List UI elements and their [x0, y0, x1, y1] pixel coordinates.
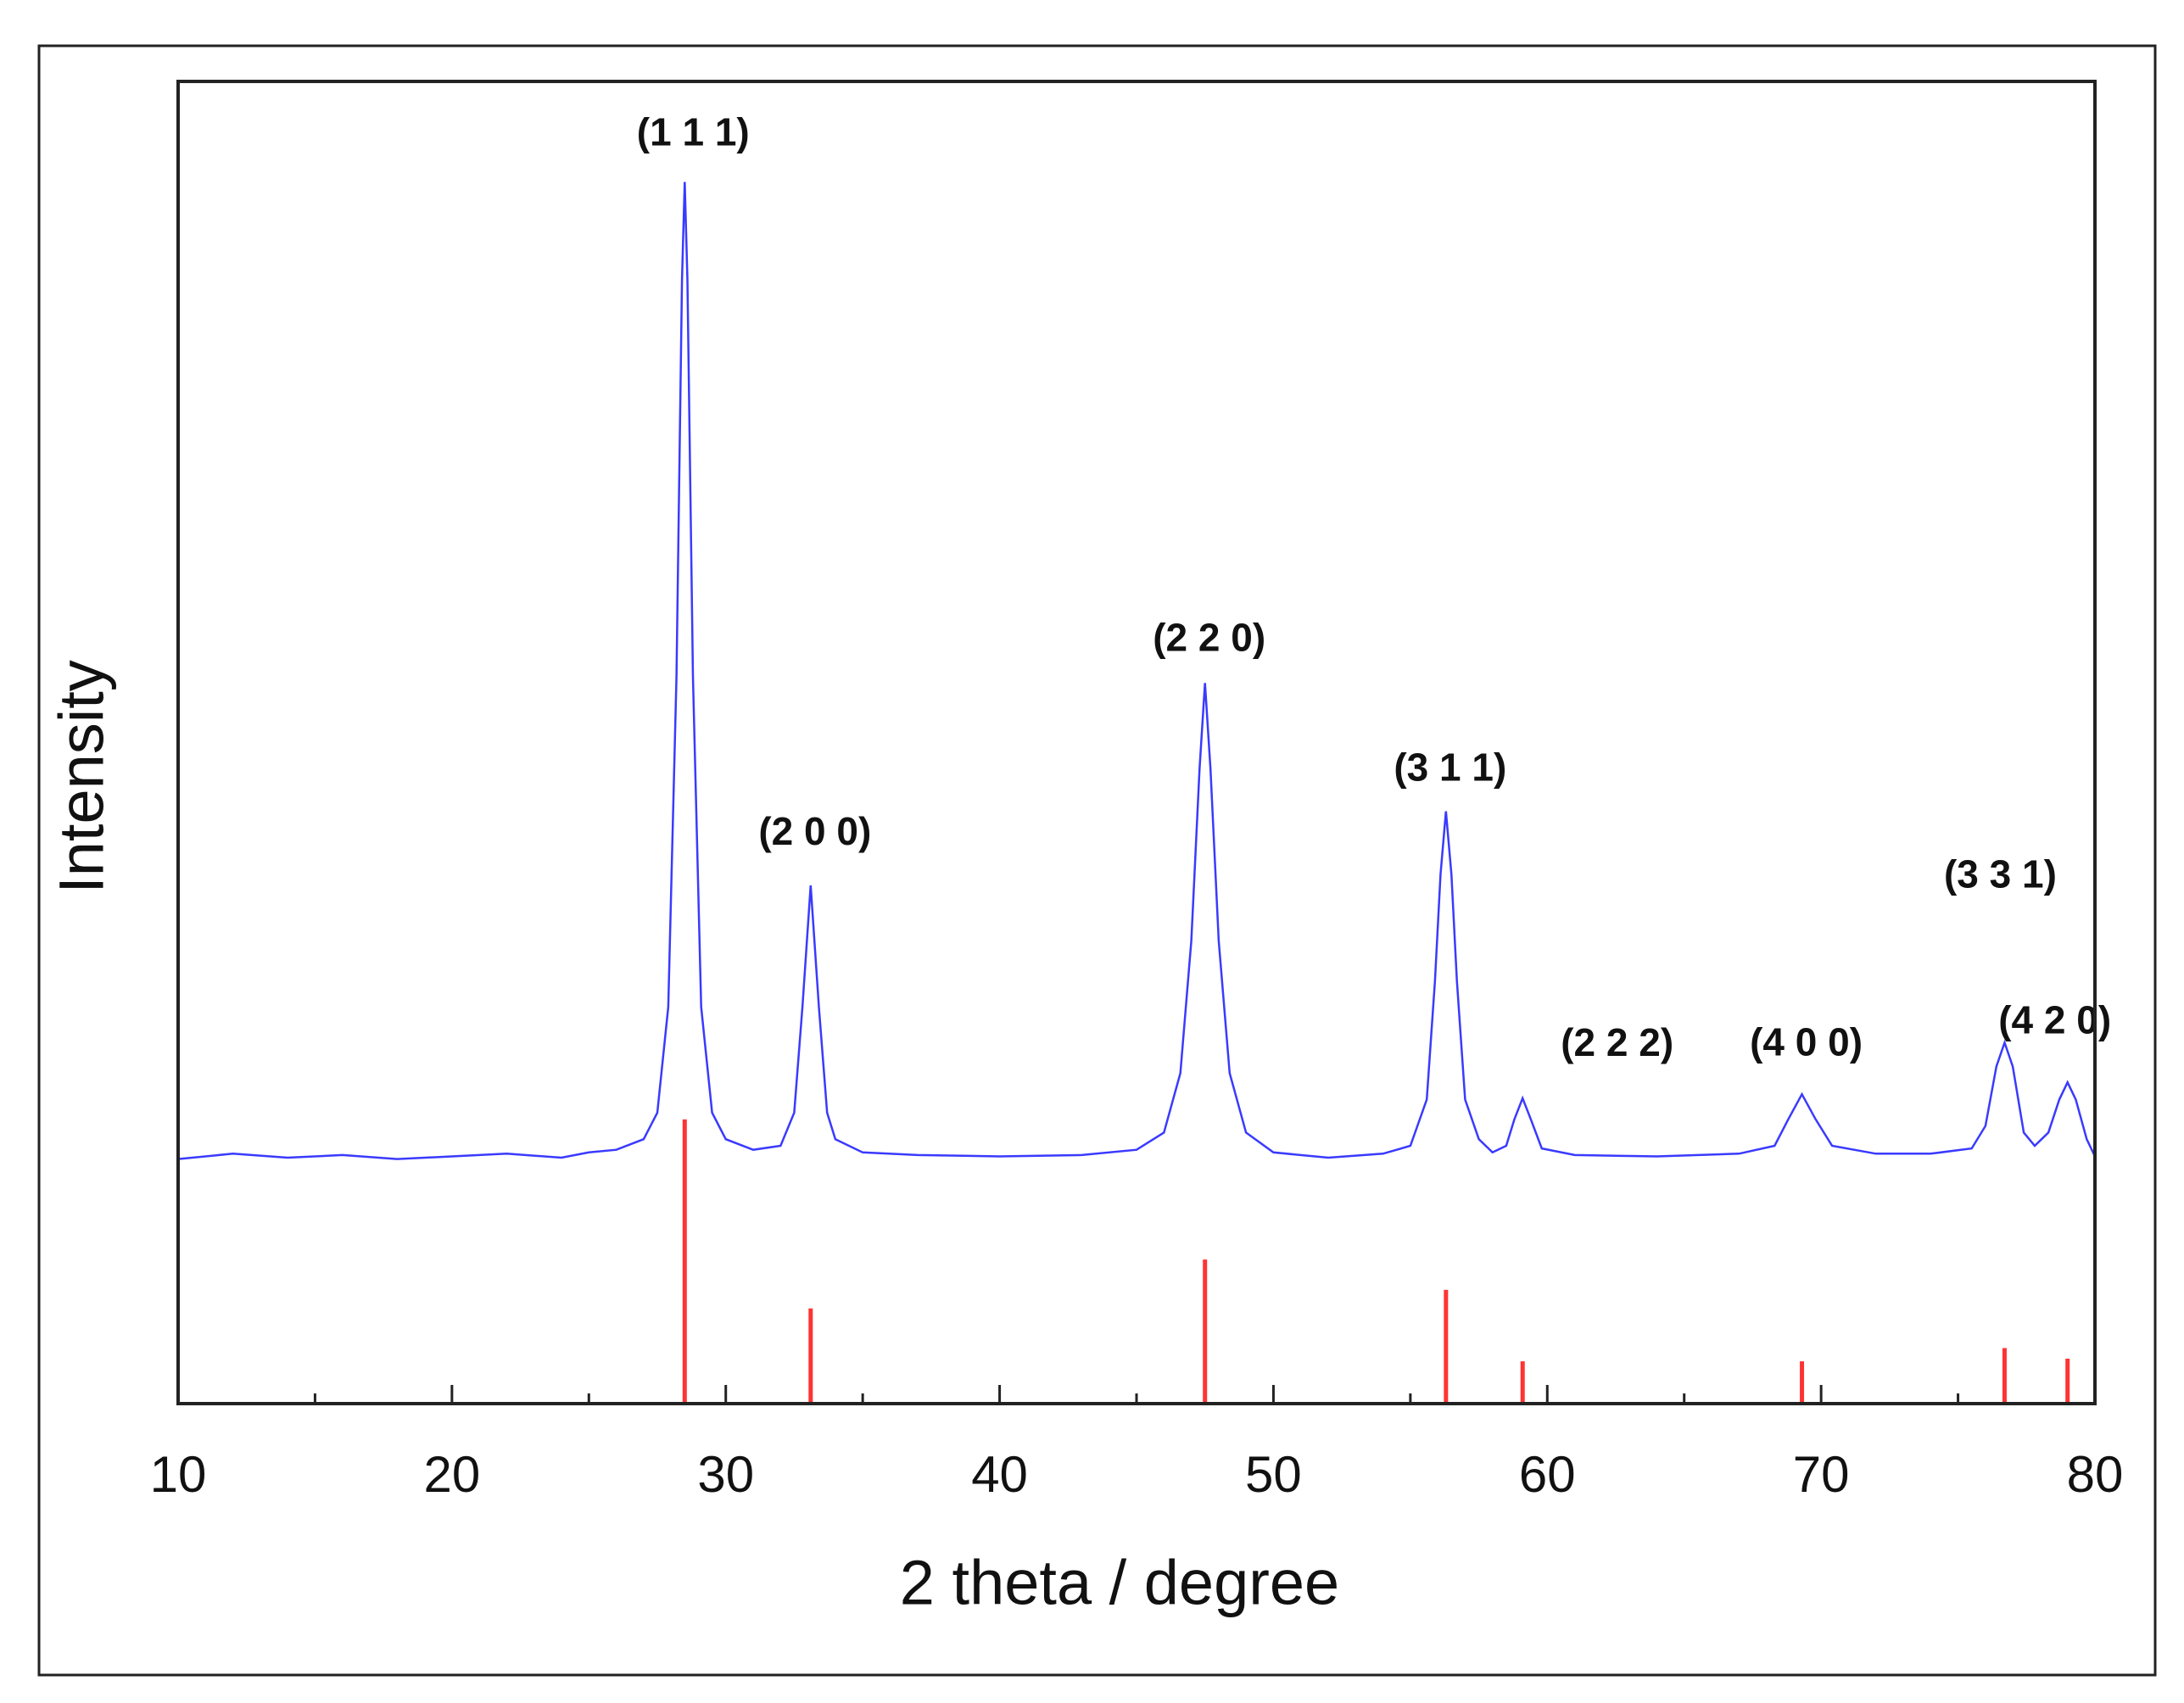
xrd-pattern — [177, 181, 2097, 1160]
peak-label: (3 3 1) — [1944, 852, 2057, 896]
plot-frame — [176, 80, 2097, 1405]
peak-label: (3 1 1) — [1394, 745, 1506, 790]
peak-label: (2 2 2) — [1561, 1020, 1673, 1064]
peak-label: (2 0 0) — [758, 809, 871, 853]
peak-label: (4 2 0) — [1998, 997, 2111, 1041]
y-axis-label: Intensity — [47, 660, 117, 894]
x-axis-label: 2 theta / degree — [900, 1548, 1339, 1618]
x-tick-label: 10 — [150, 1446, 207, 1503]
peak-label: (2 2 0) — [1153, 616, 1265, 660]
x-tick-label: 30 — [697, 1446, 754, 1503]
x-tick-label: 50 — [1245, 1446, 1302, 1503]
x-tick-label: 40 — [971, 1446, 1028, 1503]
x-tick-label: 80 — [2067, 1446, 2124, 1503]
x-tick-label: 60 — [1519, 1446, 1576, 1503]
x-tick-label: 20 — [423, 1446, 480, 1503]
frame — [37, 44, 2157, 1677]
peak-label: (1 1 1) — [637, 110, 750, 154]
x-tick-label: 70 — [1793, 1446, 1850, 1503]
peak-label: (4 0 0) — [1750, 1019, 1863, 1064]
